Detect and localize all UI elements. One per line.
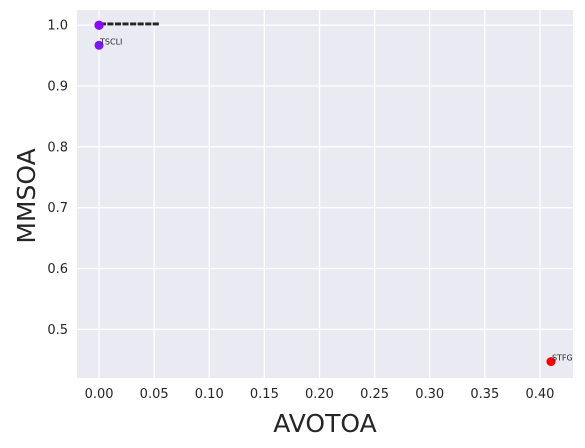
y-tick-label: 1.0: [47, 19, 68, 34]
scatter-point: [94, 40, 104, 50]
y-tick-label: 0.9: [47, 80, 68, 95]
x-tick-label: 0.35: [470, 387, 499, 402]
point-label: STFG: [552, 354, 573, 363]
x-tick-label: 0.40: [525, 387, 554, 402]
y-axis-label: MMSOA: [12, 148, 41, 243]
x-axis-label: AVOTOA: [273, 409, 376, 438]
y-tick-label: 0.8: [47, 140, 68, 155]
x-tick-label: 0.15: [250, 387, 279, 402]
x-tick-label: 0.25: [360, 387, 389, 402]
x-tick-labels: 0.00 0.05 0.10 0.15 0.20 0.25 0.30 0.35 0.40: [85, 387, 555, 402]
x-tick-label: 0.20: [305, 387, 334, 402]
y-tick-label: 0.5: [47, 323, 68, 338]
x-tick-label: 0.00: [85, 387, 114, 402]
y-tick-label: 0.6: [47, 262, 68, 277]
overlapping-point-labels: ▬▬▬▬▬▬▬▬: [99, 19, 159, 28]
x-tick-label: 0.05: [140, 387, 169, 402]
grid-lines: [77, 10, 573, 378]
y-tick-labels: 0.5 0.6 0.7 0.8 0.9 1.0: [47, 19, 68, 338]
plot-background: [77, 10, 573, 378]
scatter-point: [546, 357, 556, 367]
x-tick-label: 0.10: [195, 387, 224, 402]
y-tick-label: 0.7: [47, 201, 68, 216]
x-tick-label: 0.30: [415, 387, 444, 402]
point-label: TSCLI: [99, 37, 122, 46]
scatter-point: [94, 20, 104, 30]
point-label-cluster: ▬▬▬▬▬▬▬▬: [99, 19, 159, 28]
point-labels: TSCLI STFG: [99, 37, 573, 362]
data-points: [94, 20, 556, 367]
